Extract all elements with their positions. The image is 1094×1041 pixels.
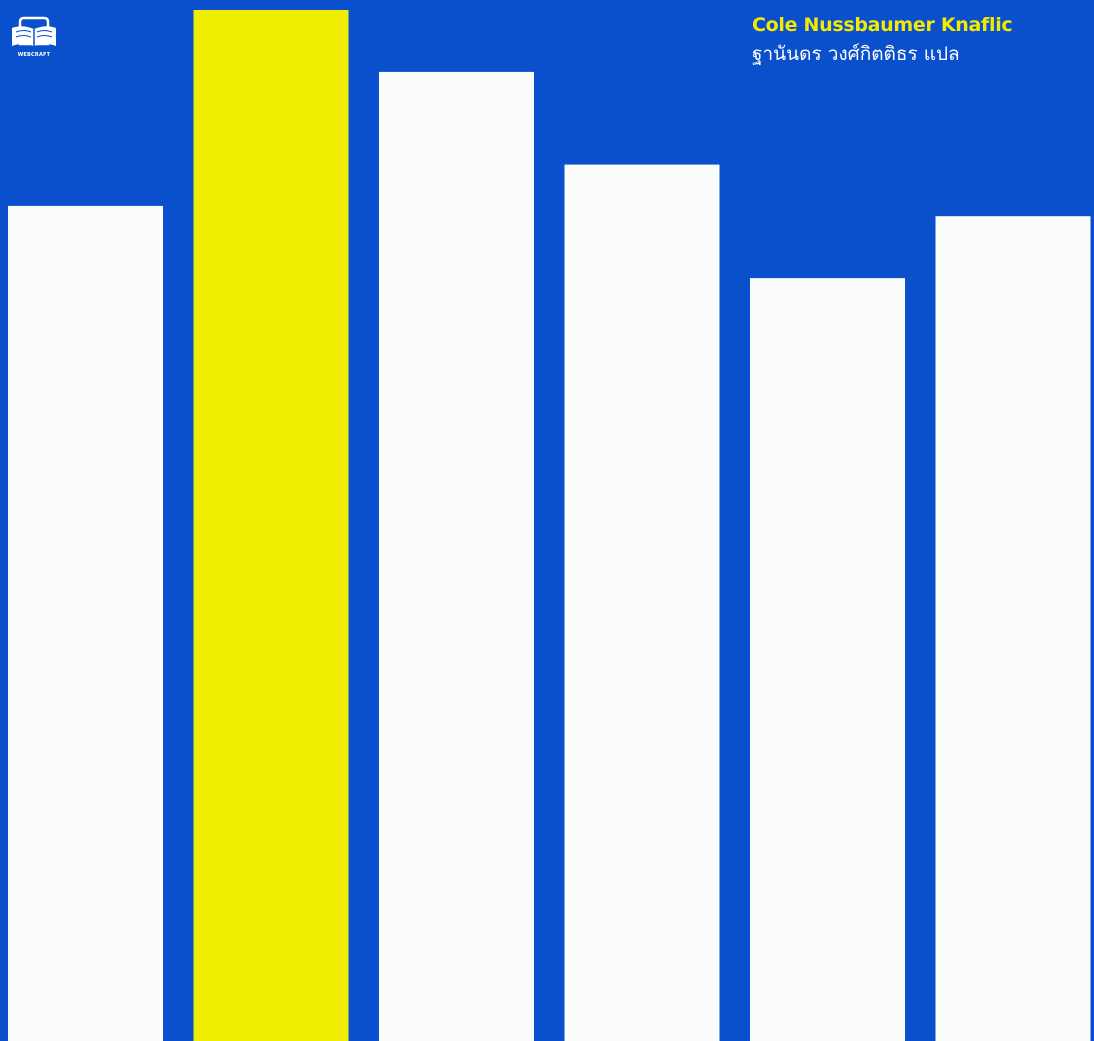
bar (935, 216, 1091, 1041)
bar (750, 278, 905, 1041)
credits: Cole Nussbaumer Knaflic ฐานันดร วงศ์กิตต… (752, 12, 1082, 70)
highlighted-bar (193, 10, 349, 1041)
bar (8, 205, 163, 1041)
bar (379, 71, 534, 1041)
publisher-name: WEBCRAFT (17, 52, 51, 58)
translator-credit: ฐานันดร วงศ์กิตติธร แปล (752, 43, 960, 65)
bar-group (8, 10, 1091, 1041)
author-name: Cole Nussbaumer Knaflic (752, 14, 1013, 36)
publisher-logo: WEBCRAFT (6, 16, 62, 62)
open-book-icon (12, 16, 56, 46)
bar (564, 164, 720, 1041)
